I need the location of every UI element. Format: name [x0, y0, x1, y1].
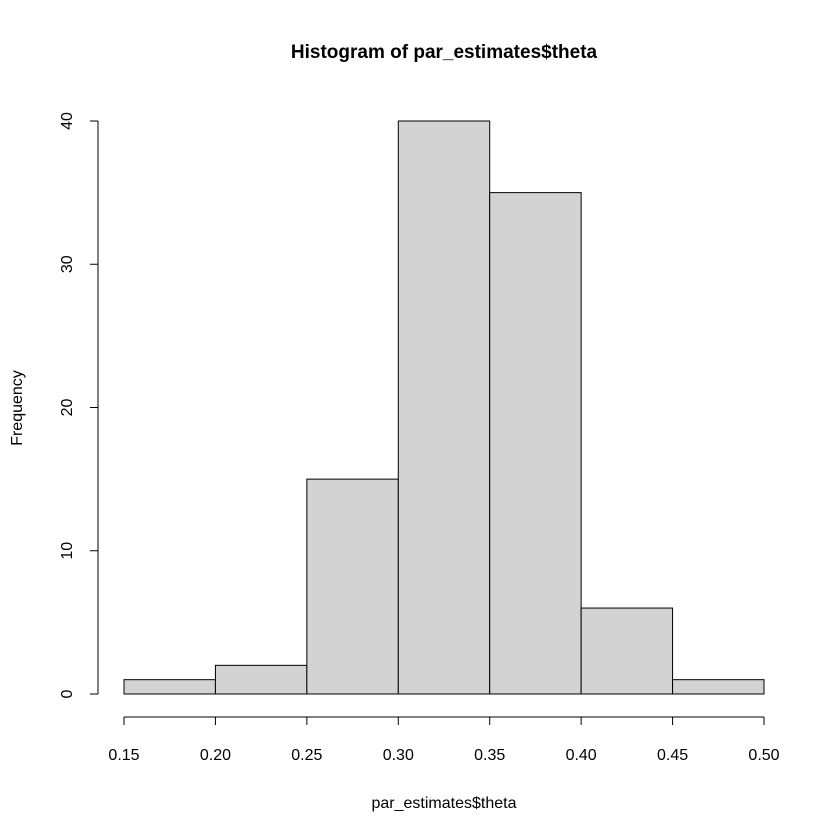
x-tick-label: 0.20 — [200, 747, 231, 764]
histogram-bar — [397, 120, 491, 695]
x-tick-label: 0.15 — [108, 747, 139, 764]
histogram-bar — [489, 192, 582, 695]
x-tick-label: 0.35 — [474, 747, 505, 764]
x-tick-label: 0.25 — [291, 747, 322, 764]
histogram-bar — [580, 607, 674, 695]
x-axis: 0.15 0.20 0.25 0.30 0.35 0.40 0.45 0.50 — [108, 716, 780, 764]
bars-group — [123, 120, 765, 695]
y-axis-label: Frequency — [9, 370, 26, 446]
y-axis: 0 10 20 30 40 — [59, 112, 99, 698]
histogram-bar — [672, 679, 765, 695]
y-tick-label: 20 — [59, 399, 76, 417]
x-tick-label: 0.45 — [657, 747, 688, 764]
y-tick-label: 10 — [59, 542, 76, 560]
x-axis-label: par_estimates$theta — [372, 795, 517, 812]
histogram-bar — [123, 679, 216, 695]
histogram-bar — [214, 664, 308, 695]
histogram-bar — [306, 478, 399, 695]
y-tick-label: 0 — [59, 689, 76, 698]
chart-title: Histogram of par_estimates$theta — [291, 42, 598, 63]
x-tick-label: 0.40 — [566, 747, 597, 764]
y-tick-label: 40 — [59, 112, 76, 130]
y-tick-label: 30 — [59, 255, 76, 273]
x-tick-label: 0.30 — [383, 747, 414, 764]
x-tick-label: 0.50 — [748, 747, 779, 764]
